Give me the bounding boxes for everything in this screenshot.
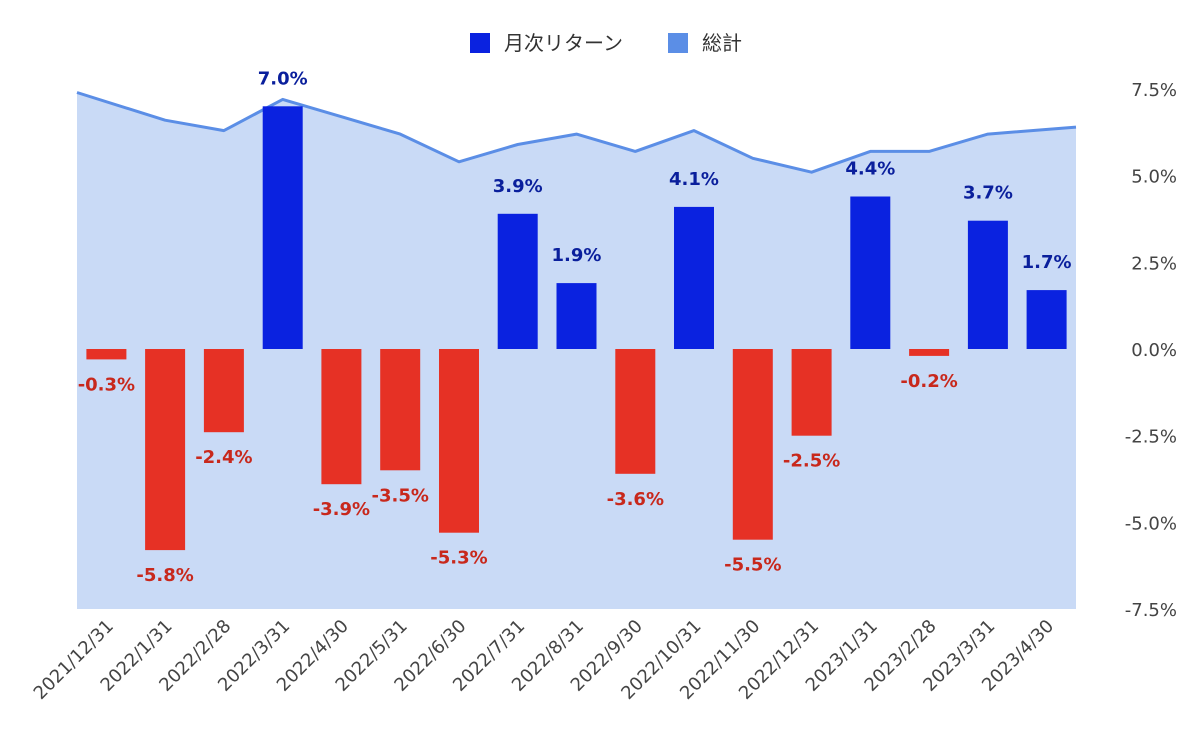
bar-2022/8/31 xyxy=(556,283,597,349)
y-tick-label: -7.5% xyxy=(1125,600,1177,621)
data-label: 1.9% xyxy=(552,245,602,266)
bar-2022/1/31 xyxy=(145,349,186,551)
legend: 月次リターン 総計 xyxy=(470,31,742,55)
y-tick-label: -2.5% xyxy=(1125,427,1177,448)
legend-swatch xyxy=(470,33,490,53)
legend-label: 月次リターン xyxy=(504,31,623,55)
bar-2022/6/30 xyxy=(439,349,479,533)
bar-2022/7/31 xyxy=(497,213,538,349)
data-label: -3.5% xyxy=(371,485,428,506)
data-label: 4.1% xyxy=(669,169,719,190)
data-label: 4.4% xyxy=(845,159,895,180)
label-layer: -0.3% -5.8% -2.4% 7.0% -3.9%-3.5% -5.3% 3.9% 1.… xyxy=(78,68,1072,586)
bar-2022/10/31 xyxy=(674,206,714,349)
x-axis: 2021/12/312022/1/312022/2/282022/3/31202… xyxy=(30,616,1058,704)
bar-2023/3/31 xyxy=(967,220,1008,349)
bar-2022/11/30 xyxy=(732,349,773,540)
data-label: -0.3% xyxy=(78,374,135,395)
x-tick-label: 2021/12/31 xyxy=(30,616,118,704)
bar-2022/9/30 xyxy=(615,349,656,474)
data-label: 1.7% xyxy=(1022,252,1072,273)
bar-2023/4/30 xyxy=(1026,290,1067,349)
data-label: -5.8% xyxy=(136,565,193,586)
data-label: 7.0% xyxy=(258,68,308,89)
legend-label: 総計 xyxy=(702,31,742,55)
data-label: -3.6% xyxy=(607,489,664,510)
bar-2023/1/31 xyxy=(850,196,891,349)
bar-2022/5/31 xyxy=(380,349,421,471)
data-label: -5.5% xyxy=(724,555,781,576)
y-tick-label: 5.0% xyxy=(1131,167,1177,188)
legend-swatch xyxy=(668,33,688,53)
bar-2023/2/28 xyxy=(909,349,950,356)
bar-2022/12/31 xyxy=(791,349,832,436)
data-label: 3.7% xyxy=(963,183,1013,204)
bar-2022/4/30 xyxy=(321,349,362,485)
data-label: -3.9% xyxy=(313,499,370,520)
bar-2021/12/31 xyxy=(86,349,127,360)
bar-layer xyxy=(86,106,1067,551)
y-tick-label: 2.5% xyxy=(1131,253,1177,274)
y-tick-label: 7.5% xyxy=(1131,80,1177,101)
data-label: -2.4% xyxy=(195,447,252,468)
bar-2022/3/31 xyxy=(262,106,303,349)
bar-2022/2/28 xyxy=(203,349,244,433)
y-tick-label: 0.0% xyxy=(1131,340,1177,361)
data-label: -5.3% xyxy=(430,548,487,569)
data-label: -2.5% xyxy=(783,451,840,472)
y-axis: 7.5% 5.0% 2.5% 0.0% -2.5% -5.0% -7.5% xyxy=(1125,80,1177,621)
data-label: 3.9% xyxy=(493,176,543,197)
y-tick-label: -5.0% xyxy=(1125,513,1177,534)
data-label: -0.2% xyxy=(900,371,957,392)
